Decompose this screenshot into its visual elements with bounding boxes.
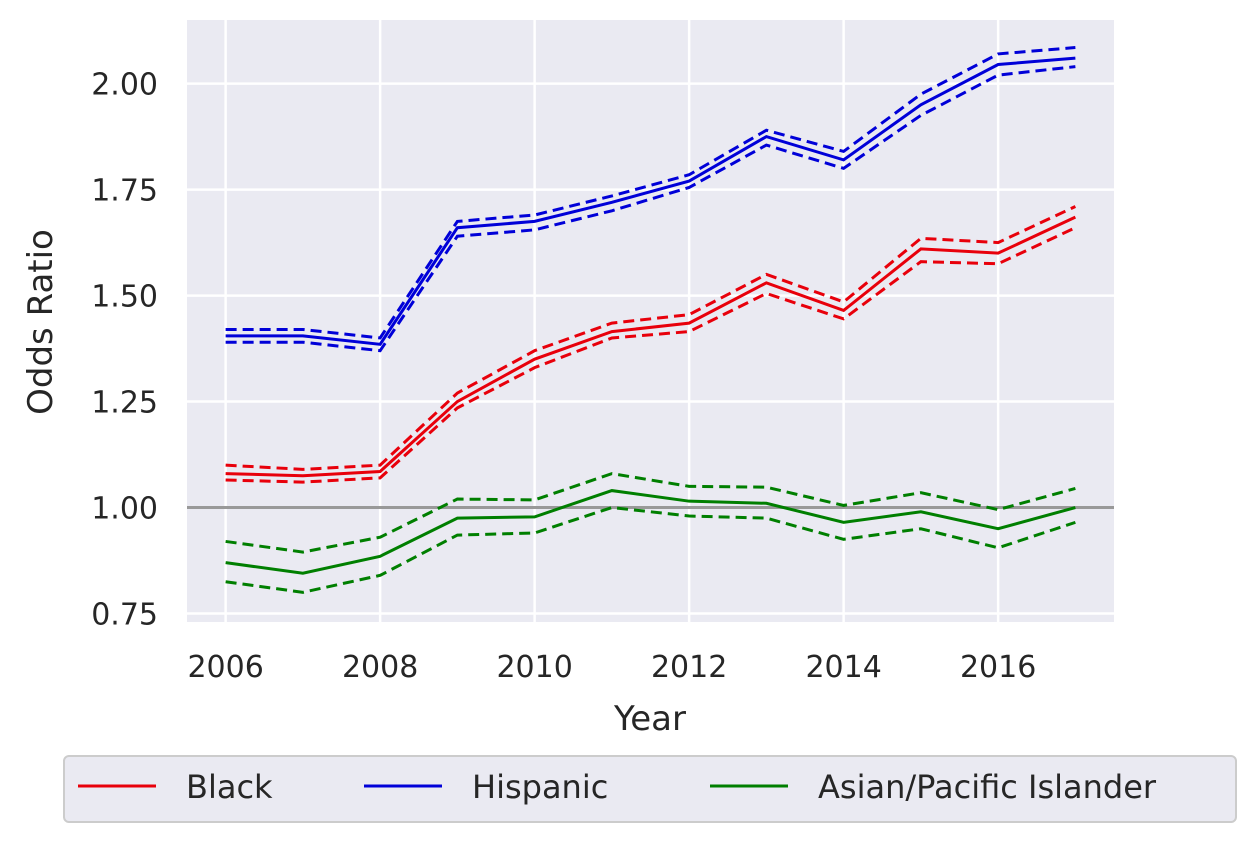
x-axis-title: Year	[613, 699, 686, 739]
x-tick-label: 2008	[342, 650, 418, 685]
x-tick-label: 2006	[187, 650, 263, 685]
legend-label: Hispanic	[472, 768, 608, 806]
series-black-line	[225, 215, 1077, 478]
series-hispanic-lower	[225, 65, 1076, 353]
series-black-lower	[225, 226, 1077, 484]
series-asian-pacific-islander-upper	[225, 472, 1076, 554]
grid-lines	[187, 20, 1114, 622]
x-tick-label: 2010	[496, 650, 572, 685]
legend-box	[63, 755, 1237, 823]
x-tick-label: 2012	[651, 650, 727, 685]
legend-label: Black	[186, 768, 273, 806]
legend: Black Hispanic Asian/Pacific Islander	[63, 755, 1237, 823]
series-asian-pacific-islander-lower	[225, 506, 1076, 594]
series-black-upper	[225, 205, 1077, 471]
series-asian-pacific-islander-line	[225, 489, 1076, 575]
legend-label: Asian/Pacific Islander	[818, 768, 1157, 806]
y-axis-title: Odds Ratio	[21, 229, 61, 415]
series-lines	[225, 46, 1077, 594]
y-tick-label: 1.25	[91, 386, 158, 421]
legend-items: Black Hispanic Asian/Pacific Islander	[78, 768, 1157, 806]
series-hispanic-upper	[225, 46, 1076, 340]
x-tick-label: 2014	[805, 650, 881, 685]
series-hispanic-line	[225, 56, 1076, 346]
y-tick-label: 1.50	[91, 280, 158, 315]
y-tick-labels: 0.75 1.00 1.25 1.50 1.75 2.00	[91, 68, 158, 633]
y-tick-label: 1.75	[91, 174, 158, 209]
x-tick-labels: 2006 2008 2010 2012 2014 2016	[187, 650, 1036, 685]
x-tick-label: 2016	[960, 650, 1036, 685]
y-tick-label: 2.00	[91, 68, 158, 103]
plot-background	[187, 20, 1114, 622]
y-tick-label: 0.75	[91, 598, 158, 633]
y-tick-label: 1.00	[91, 492, 158, 527]
